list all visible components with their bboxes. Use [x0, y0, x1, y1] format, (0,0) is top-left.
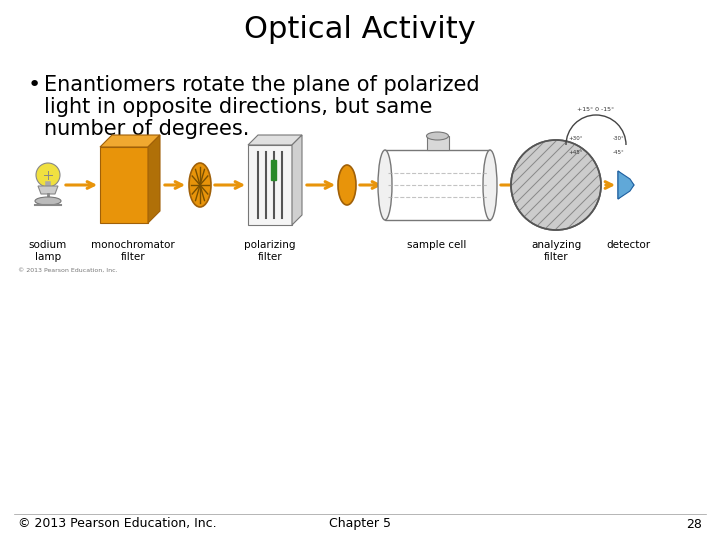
Text: •: • [28, 75, 41, 95]
Polygon shape [248, 135, 302, 145]
Ellipse shape [189, 163, 211, 207]
Text: detector: detector [606, 240, 650, 250]
Polygon shape [618, 171, 634, 199]
Text: 28: 28 [686, 517, 702, 530]
Bar [385, 150, 490, 220]
Ellipse shape [378, 150, 392, 220]
Polygon shape [618, 171, 634, 199]
Text: monochromator
filter: monochromator filter [91, 240, 175, 261]
Bar [271, 160, 276, 180]
Text: +45°: +45° [568, 151, 582, 156]
Ellipse shape [426, 132, 449, 140]
Text: -30°: -30° [612, 137, 624, 141]
Ellipse shape [483, 150, 497, 220]
Ellipse shape [35, 197, 61, 205]
Text: light in opposite directions, but same: light in opposite directions, but same [44, 97, 433, 117]
Bar [426, 136, 449, 150]
Text: © 2013 Pearson Education, Inc.: © 2013 Pearson Education, Inc. [18, 268, 117, 273]
Text: Enantiomers rotate the plane of polarized: Enantiomers rotate the plane of polarize… [44, 75, 480, 95]
Text: +15° 0 -15°: +15° 0 -15° [577, 107, 615, 112]
Circle shape [511, 140, 601, 230]
Text: +30°: +30° [568, 137, 582, 141]
Polygon shape [248, 145, 292, 225]
Text: Chapter 5: Chapter 5 [329, 517, 391, 530]
Polygon shape [100, 147, 148, 223]
Text: sample cell: sample cell [408, 240, 467, 250]
Ellipse shape [338, 165, 356, 205]
Polygon shape [38, 186, 58, 194]
Polygon shape [148, 135, 160, 223]
Text: polarizing
filter: polarizing filter [244, 240, 296, 261]
Polygon shape [292, 135, 302, 225]
Polygon shape [100, 135, 160, 147]
Text: © 2013 Pearson Education, Inc.: © 2013 Pearson Education, Inc. [18, 517, 217, 530]
Text: -45°: -45° [612, 151, 624, 156]
Text: Optical Activity: Optical Activity [244, 16, 476, 44]
Text: sodium
lamp: sodium lamp [29, 240, 67, 261]
Circle shape [36, 163, 60, 187]
Text: analyzing
filter: analyzing filter [531, 240, 581, 261]
Text: number of degrees.: number of degrees. [44, 119, 249, 139]
